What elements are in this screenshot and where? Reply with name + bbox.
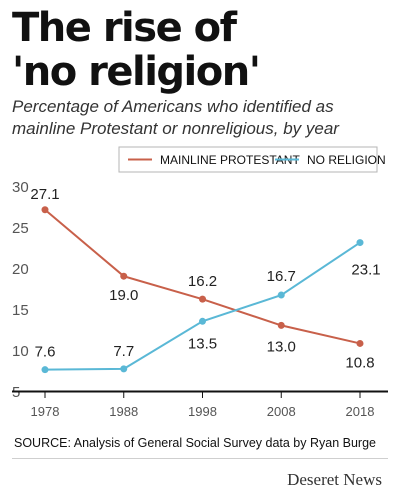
title-line-1: The rise of	[12, 5, 237, 51]
data-label: 7.6	[35, 344, 56, 361]
legend-box	[118, 146, 378, 173]
x-tick-label: 2008	[267, 404, 296, 419]
data-label: 27.1	[30, 186, 59, 203]
data-label: 16.7	[267, 268, 296, 285]
data-point	[277, 291, 285, 299]
chart-axes: 3025201510519781988199820082018	[12, 179, 388, 419]
x-tick-label: 1978	[31, 404, 60, 419]
data-point	[199, 295, 206, 303]
chart-legend: MAINLINE PROTESTANT NO RELIGION	[118, 146, 386, 173]
x-tick-label: 1998	[188, 404, 217, 419]
y-tick-label: 10	[12, 343, 29, 360]
data-label: 7.7	[113, 343, 134, 360]
data-label: 10.8	[345, 354, 374, 371]
publisher-logo: Deseret News	[287, 470, 382, 489]
chart-title: The rise of 'no religion'	[12, 6, 392, 94]
x-tick-label: 2018	[346, 404, 375, 419]
chart-data-labels: 27.1 19.0 16.2 13.0 10.8 7.6 7.7 13.5 16.7 23.1	[30, 186, 380, 372]
data-point	[277, 321, 285, 329]
data-label: 13.0	[267, 338, 296, 355]
data-point	[120, 365, 128, 373]
data-label: 16.2	[188, 273, 217, 290]
y-tick-label: 30	[12, 179, 29, 196]
data-label: 19.0	[109, 287, 138, 304]
chart-subtitle: Percentage of Americans who identified a…	[12, 97, 339, 138]
data-label: 13.5	[188, 335, 217, 352]
footer-divider	[12, 458, 388, 459]
y-tick-label: 15	[12, 302, 29, 319]
data-point	[356, 339, 364, 347]
data-point	[356, 239, 364, 247]
title-line-2: 'no religion'	[12, 49, 261, 95]
source-note: SOURCE: Analysis of General Social Surve…	[14, 436, 376, 450]
data-point	[120, 272, 128, 280]
data-label: 23.1	[351, 262, 380, 279]
legend-label-mainline: MAINLINE PROTESTANT	[160, 153, 300, 167]
data-point	[41, 206, 49, 214]
legend-label-no-religion: NO RELIGION	[307, 153, 386, 167]
chart-series	[41, 206, 364, 374]
y-tick-label: 20	[12, 261, 29, 278]
x-tick-label: 1988	[109, 404, 138, 419]
y-tick-label: 25	[12, 220, 29, 237]
data-point	[41, 366, 49, 374]
data-point	[199, 317, 206, 325]
